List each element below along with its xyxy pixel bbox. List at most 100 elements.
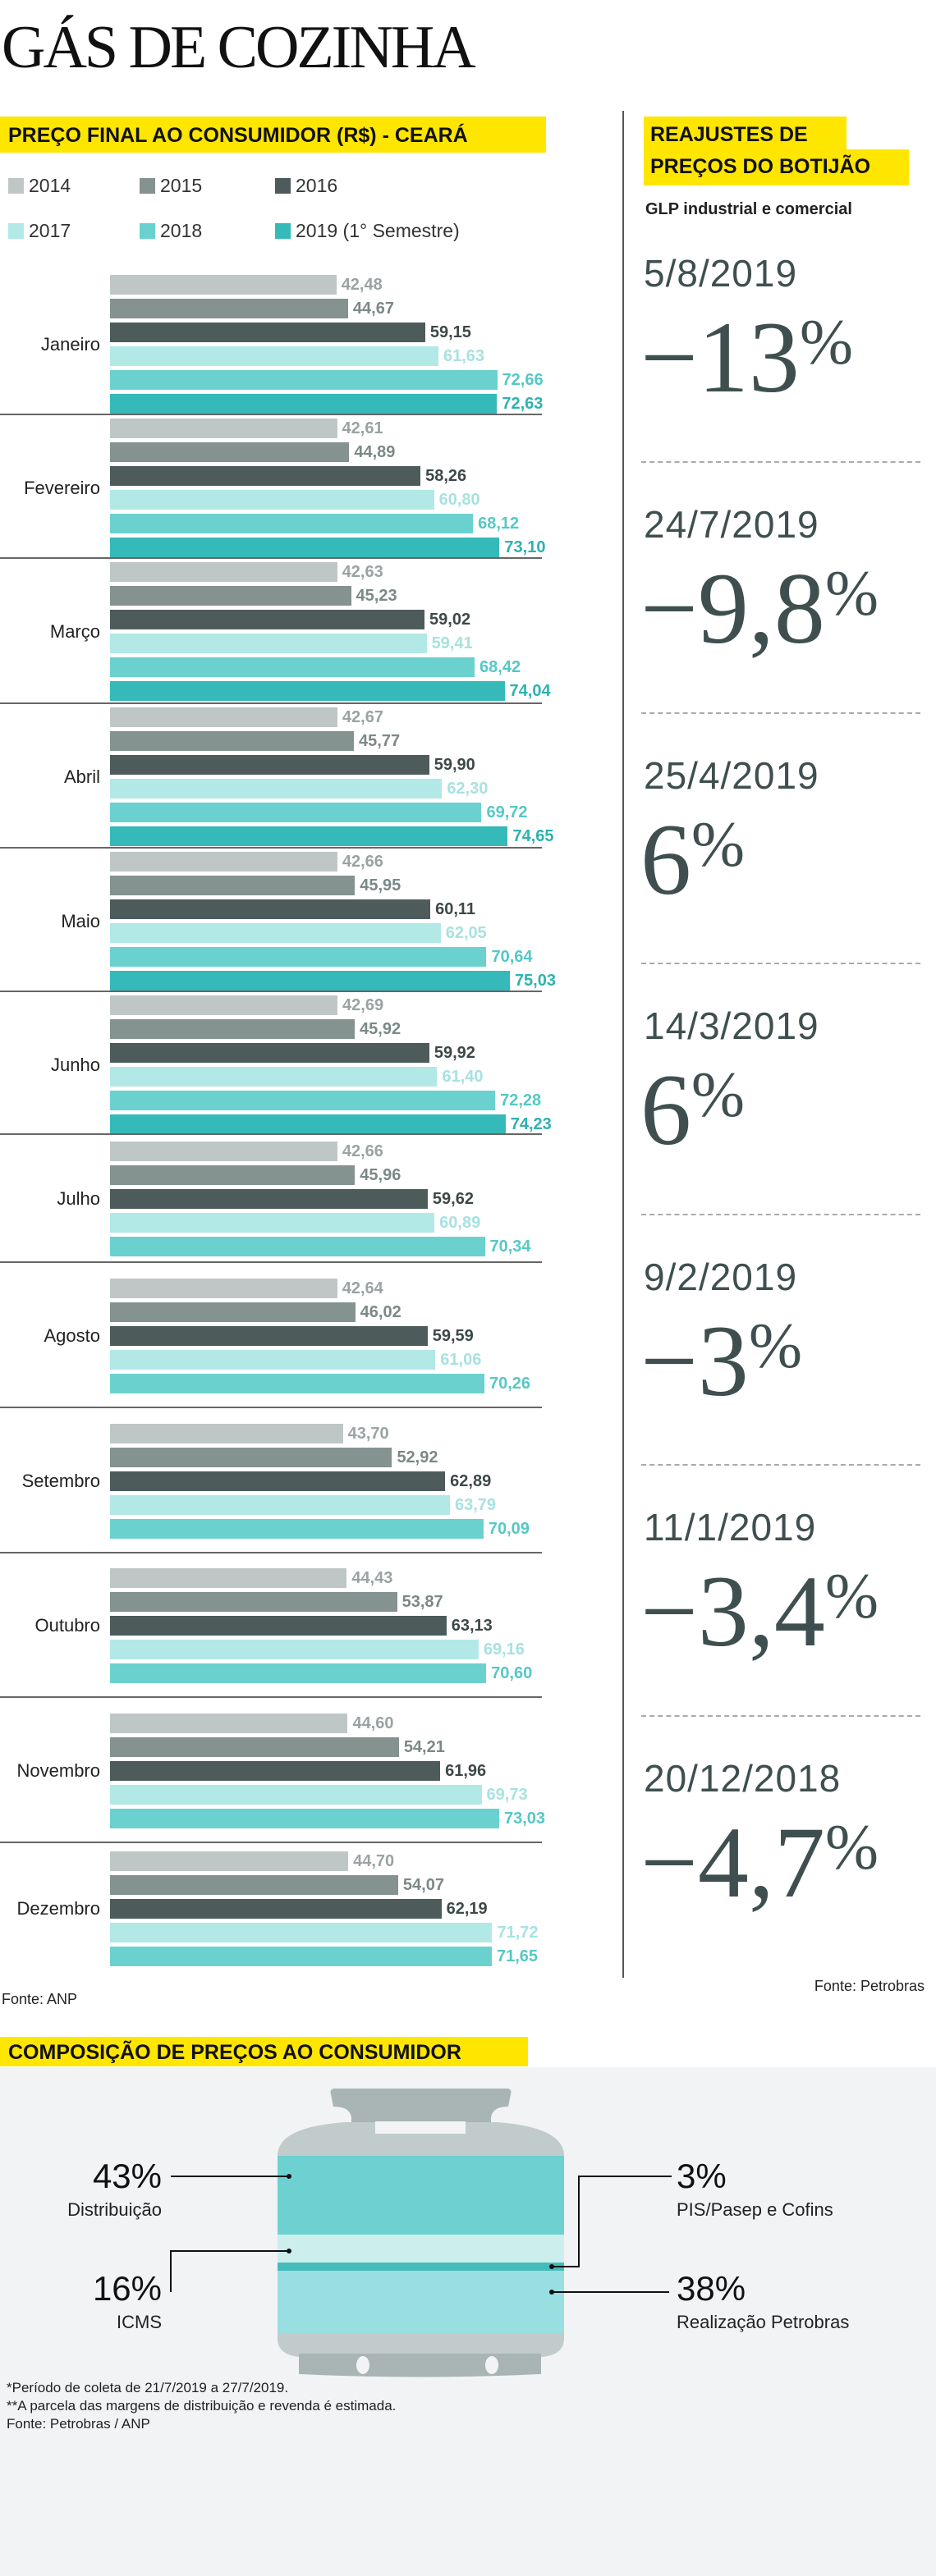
- adjustments-subtitle: GLP industrial e comercial: [645, 200, 852, 218]
- category-label: Outubro: [34, 1615, 101, 1636]
- chart-header: PREÇO FINAL AO CONSUMIDOR (R$) - CEARÁ: [0, 117, 546, 153]
- bar-2017-agosto: [110, 1350, 436, 1370]
- percent-value: 6: [640, 1054, 691, 1167]
- group-separator: [0, 414, 542, 415]
- bar-value-label: 45,92: [360, 1020, 401, 1038]
- column-divider: [622, 111, 624, 1978]
- bar-value-label: 59,59: [432, 1327, 474, 1345]
- legend-swatch: [140, 178, 155, 194]
- dashed-divider: [641, 1715, 920, 1717]
- bar-value-label: 63,79: [454, 1496, 497, 1514]
- category-label: Junho: [51, 1054, 100, 1075]
- bar-value-label: 70,64: [491, 948, 533, 966]
- bar-2017-maio: [110, 923, 441, 943]
- category-label: Setembro: [21, 1471, 100, 1491]
- legend-swatch: [8, 223, 24, 239]
- legend-item-2017: 2017: [8, 220, 71, 242]
- bar-2017-fevereiro: [110, 490, 434, 510]
- bar-2016-setembro: [110, 1471, 446, 1491]
- bar-value-label: 69,73: [486, 1786, 528, 1804]
- bar-value-label: 59,62: [432, 1190, 474, 1208]
- bar-value-label: 61,06: [440, 1351, 482, 1369]
- bar-value-label: 45,23: [356, 587, 397, 605]
- bar-2018-março: [110, 657, 475, 677]
- legend-swatch: [275, 223, 291, 239]
- bar-value-label: 42,66: [342, 853, 383, 871]
- leader-pis-cofins: [552, 2176, 672, 2267]
- composition-source: Fonte: Petrobras / ANP: [7, 2416, 150, 2432]
- category-label: Novembro: [16, 1760, 100, 1781]
- percent-sign: %: [824, 1811, 879, 1883]
- bar-2016-abril: [110, 755, 429, 775]
- bar-value-label: 62,30: [447, 780, 489, 798]
- adjustments-list: 5/8/2019 −13% 24/7/2019 −9,8% 25/4/2019 6% 14/…: [624, 0, 928, 2002]
- adjustments-header-line1: REAJUSTES DE: [644, 117, 847, 149]
- category-label: Março: [49, 620, 100, 642]
- bar-value-label: 71,72: [497, 1924, 539, 1942]
- bar-2018-fevereiro: [110, 514, 474, 533]
- legend-swatch: [140, 223, 155, 239]
- bar-2015-julho: [110, 1165, 356, 1185]
- legend-label: 2014: [29, 175, 71, 196]
- bar-value-label: 42,69: [342, 996, 384, 1014]
- bar-value-label: 59,92: [434, 1044, 475, 1062]
- bar-value-label: 72,28: [500, 1091, 542, 1110]
- bar-value-label: 69,16: [483, 1640, 525, 1659]
- adjustment-date: 5/8/2019: [644, 252, 798, 295]
- bar-value-label: 62,19: [446, 1900, 488, 1918]
- band-icms: [278, 2235, 564, 2263]
- bar-value-label: 61,96: [445, 1762, 487, 1780]
- bar-2016-fevereiro: [110, 466, 421, 486]
- group-separator: [0, 1407, 542, 1408]
- bar-value-label: 53,87: [401, 1593, 443, 1611]
- bar-value-label: 42,67: [342, 708, 383, 726]
- category-label: Dezembro: [16, 1898, 100, 1919]
- bar-value-label: 73,10: [504, 538, 546, 556]
- category-label: Abril: [63, 766, 100, 787]
- bar-value-label: 63,13: [451, 1617, 493, 1635]
- bar-value-label: 60,80: [438, 491, 480, 509]
- bar-2014-setembro: [110, 1424, 343, 1444]
- dashed-divider: [641, 963, 920, 965]
- bar-2017-abril: [110, 779, 443, 798]
- legend-item-2016: 2016: [275, 175, 337, 197]
- group-separator: [0, 1133, 542, 1135]
- bar-2019-fevereiro: [110, 538, 500, 557]
- legend-label: 2016: [296, 175, 338, 196]
- legend-item-2019: 2019 (1° Semestre): [275, 220, 460, 242]
- adjustment-percent: −9,8%: [640, 556, 879, 661]
- bar-value-label: 44,70: [353, 1852, 395, 1870]
- bar-chart: 42,48 44,67 59,15 61,63 72,66 72,63 Janeiro 42,…: [0, 275, 556, 1966]
- bar-2015-dezembro: [110, 1875, 398, 1895]
- bar-2015-outubro: [110, 1592, 397, 1612]
- percent-sign: %: [748, 1309, 802, 1381]
- bar-2018-setembro: [110, 1519, 484, 1539]
- bar-value-label: 46,02: [360, 1303, 401, 1321]
- percent-value: −4,7: [640, 1806, 825, 1919]
- adjustment-percent: 6%: [640, 807, 745, 913]
- bar-2018-maio: [110, 947, 487, 967]
- bar-2014-novembro: [110, 1714, 348, 1733]
- composition-header: COMPOSIÇÃO DE PREÇOS AO CONSUMIDOR: [0, 2037, 528, 2066]
- bar-value-label: 68,42: [479, 658, 521, 676]
- bar-value-label: 74,23: [510, 1115, 552, 1133]
- dashed-divider: [641, 1464, 920, 1466]
- bar-2019-março: [110, 681, 505, 701]
- bar-2019-abril: [110, 826, 508, 846]
- bar-value-label: 61,63: [443, 347, 485, 365]
- percent-sign: %: [824, 1560, 879, 1632]
- group-separator: [0, 991, 542, 992]
- bar-2015-junho: [110, 1019, 356, 1039]
- bar-value-label: 70,60: [491, 1664, 533, 1682]
- bar-2017-novembro: [110, 1785, 482, 1805]
- bar-2018-junho: [110, 1091, 496, 1110]
- label-distribuicao: Distribuição: [67, 2199, 162, 2220]
- bar-2018-julho: [110, 1237, 485, 1256]
- percent-value: −3: [640, 1304, 749, 1417]
- band-distribuicao: [278, 2156, 564, 2235]
- cylinder-bottom: [278, 2333, 564, 2357]
- adjustment-percent: −4,7%: [640, 1810, 879, 1915]
- legend-label: 2019 (1° Semestre): [296, 220, 460, 241]
- pct-distribuicao: 43%: [92, 2157, 162, 2195]
- bar-value-label: 44,89: [354, 443, 396, 461]
